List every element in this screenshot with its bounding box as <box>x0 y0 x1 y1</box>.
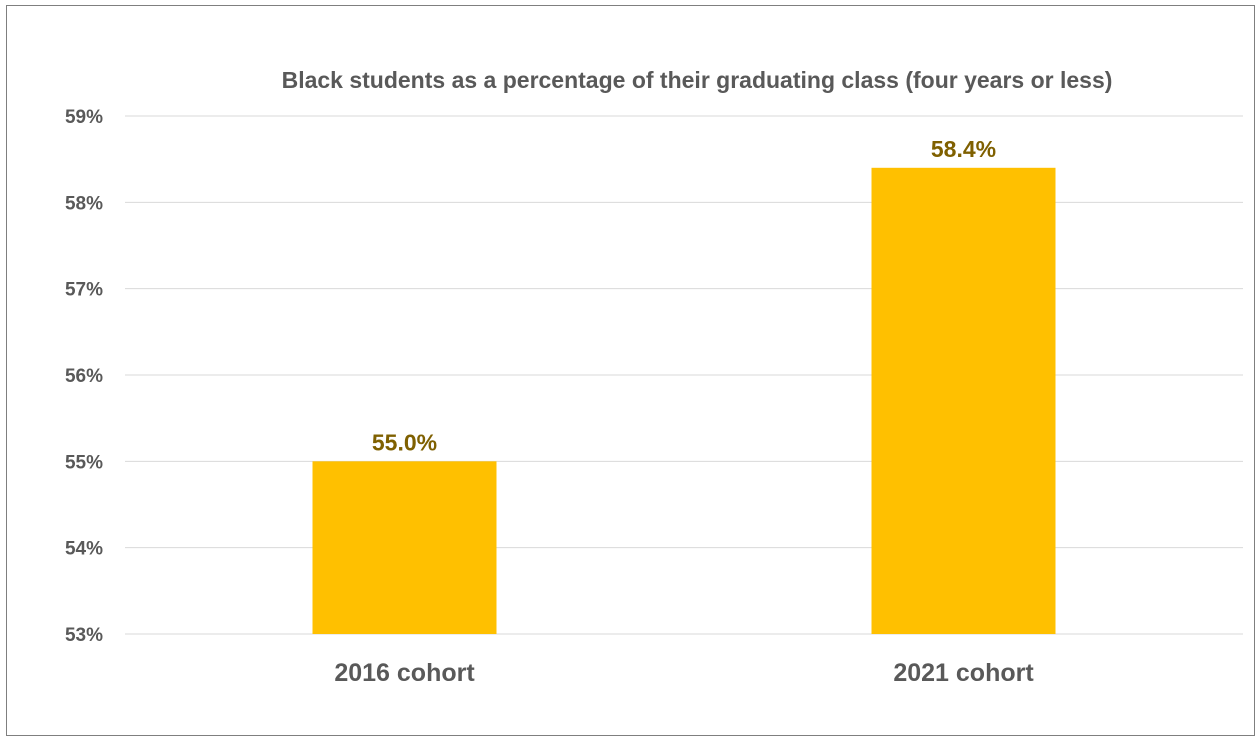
bars <box>312 167 1056 635</box>
x-axis-tick-labels: 2016 cohort 2021 cohort <box>334 659 1034 687</box>
data-label: 55.0% <box>372 429 437 455</box>
y-tick-label: 53% <box>65 625 103 646</box>
bar <box>312 461 497 634</box>
bar <box>871 167 1056 635</box>
gridlines <box>125 115 1243 635</box>
x-tick-label: 2016 cohort <box>334 659 475 687</box>
y-axis-tick-labels: 53% 54% 55% 56% 57% 58% 59% <box>65 107 103 646</box>
y-tick-label: 58% <box>65 193 103 214</box>
y-tick-label: 59% <box>65 107 103 128</box>
data-label: 58.4% <box>931 136 996 162</box>
x-tick-label: 2021 cohort <box>893 659 1034 687</box>
chart-title: Black students as a percentage of their … <box>282 67 1113 93</box>
y-tick-label: 57% <box>65 280 103 301</box>
y-tick-label: 54% <box>65 539 103 560</box>
data-labels: 55.0% 58.4% <box>372 136 996 456</box>
y-tick-label: 56% <box>65 366 103 387</box>
y-tick-label: 55% <box>65 452 103 473</box>
